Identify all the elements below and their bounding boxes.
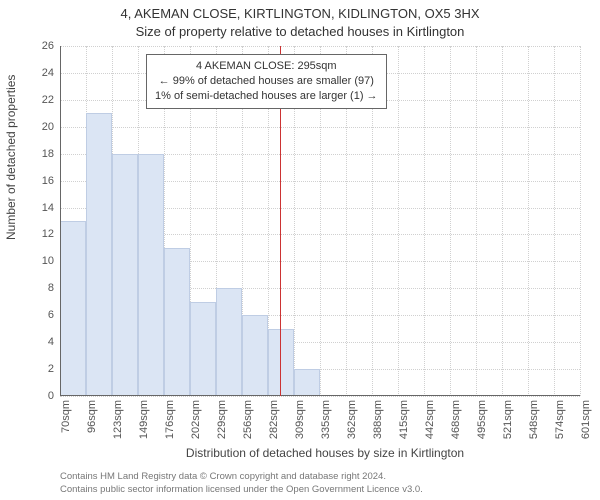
plot-area: 0246810121416182022242670sqm96sqm123sqm1… xyxy=(60,46,580,396)
ytick-label: 22 xyxy=(42,94,54,106)
gridline-v xyxy=(502,46,503,396)
gridline-v xyxy=(554,46,555,396)
histogram-bar xyxy=(112,154,138,396)
ytick-label: 20 xyxy=(42,121,54,133)
annotation-box: 4 AKEMAN CLOSE: 295sqm← 99% of detached … xyxy=(146,54,387,109)
gridline-v xyxy=(450,46,451,396)
credits-line2: Contains public sector information licen… xyxy=(60,484,423,496)
annotation-line: 4 AKEMAN CLOSE: 295sqm xyxy=(155,59,378,74)
gridline-v xyxy=(424,46,425,396)
xtick-label: 415sqm xyxy=(398,400,410,439)
histogram-bar xyxy=(86,113,112,396)
gridline-v xyxy=(476,46,477,396)
histogram-bar xyxy=(164,248,190,396)
xtick-label: 149sqm xyxy=(138,400,150,439)
y-axis-label: Number of detached properties xyxy=(4,75,18,240)
histogram-bar xyxy=(60,221,86,396)
histogram-bar xyxy=(242,315,268,396)
ytick-label: 14 xyxy=(42,202,54,214)
ytick-label: 16 xyxy=(42,175,54,187)
ytick-label: 18 xyxy=(42,148,54,160)
gridline-v xyxy=(528,46,529,396)
x-axis-line xyxy=(60,395,580,396)
xtick-label: 335sqm xyxy=(320,400,332,439)
xtick-label: 229sqm xyxy=(216,400,228,439)
xtick-label: 574sqm xyxy=(554,400,566,439)
gridline-h xyxy=(60,396,580,397)
x-axis-label: Distribution of detached houses by size … xyxy=(60,446,590,460)
histogram-bar xyxy=(190,302,216,396)
xtick-label: 202sqm xyxy=(190,400,202,439)
ytick-label: 0 xyxy=(48,390,54,402)
gridline-v xyxy=(580,46,581,396)
histogram-bar xyxy=(294,369,320,396)
container: 4, AKEMAN CLOSE, KIRTLINGTON, KIDLINGTON… xyxy=(0,0,600,500)
xtick-label: 442sqm xyxy=(424,400,436,439)
xtick-label: 388sqm xyxy=(372,400,384,439)
xtick-label: 309sqm xyxy=(294,400,306,439)
xtick-label: 601sqm xyxy=(580,400,592,439)
annotation-line: 1% of semi-detached houses are larger (1… xyxy=(155,89,378,104)
y-axis-line xyxy=(60,46,61,396)
ytick-label: 8 xyxy=(48,282,54,294)
ytick-label: 6 xyxy=(48,309,54,321)
xtick-label: 548sqm xyxy=(528,400,540,439)
ytick-label: 10 xyxy=(42,255,54,267)
ytick-label: 24 xyxy=(42,67,54,79)
ytick-label: 26 xyxy=(42,40,54,52)
xtick-label: 468sqm xyxy=(450,400,462,439)
xtick-label: 521sqm xyxy=(502,400,514,439)
chart-title-line2: Size of property relative to detached ho… xyxy=(0,24,600,39)
xtick-label: 256sqm xyxy=(242,400,254,439)
xtick-label: 176sqm xyxy=(164,400,176,439)
credits: Contains HM Land Registry data © Crown c… xyxy=(60,471,423,496)
xtick-label: 123sqm xyxy=(112,400,124,439)
histogram-bar xyxy=(138,154,164,396)
xtick-label: 362sqm xyxy=(346,400,358,439)
ytick-label: 4 xyxy=(48,336,54,348)
chart-title-line1: 4, AKEMAN CLOSE, KIRTLINGTON, KIDLINGTON… xyxy=(0,6,600,21)
credits-line1: Contains HM Land Registry data © Crown c… xyxy=(60,471,423,483)
ytick-label: 12 xyxy=(42,228,54,240)
xtick-label: 96sqm xyxy=(86,400,98,433)
xtick-label: 282sqm xyxy=(268,400,280,439)
gridline-v xyxy=(398,46,399,396)
ytick-label: 2 xyxy=(48,363,54,375)
xtick-label: 70sqm xyxy=(60,400,72,433)
annotation-line: ← 99% of detached houses are smaller (97… xyxy=(155,74,378,89)
histogram-bar xyxy=(216,288,242,396)
xtick-label: 495sqm xyxy=(476,400,488,439)
